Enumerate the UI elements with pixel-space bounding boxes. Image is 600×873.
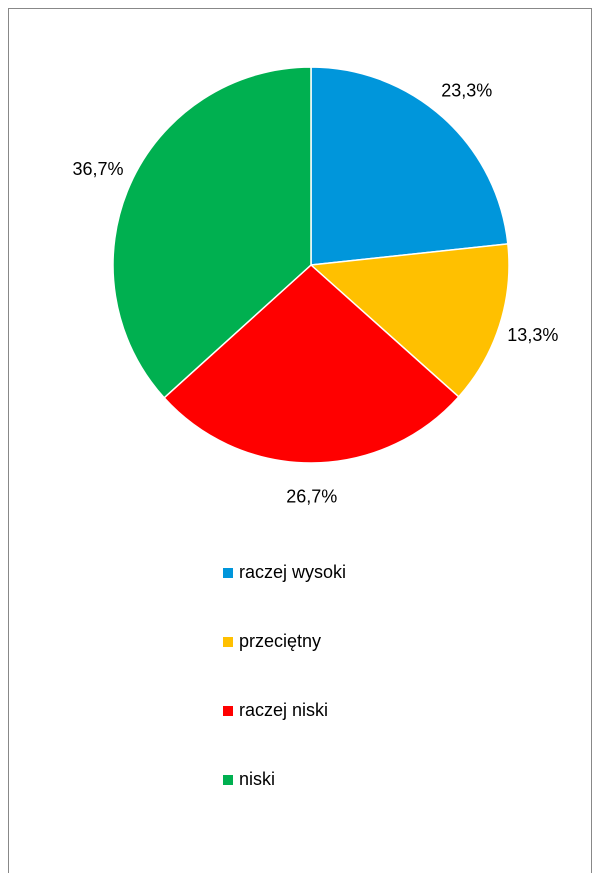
frame (8, 8, 592, 873)
data-label: 36,7% (73, 159, 124, 179)
data-label: 26,7% (286, 487, 337, 507)
legend: raczej wysoki przeciętny raczej niski niski (223, 562, 346, 789)
data-label: 13,3% (507, 325, 558, 345)
legend-label: niski (239, 769, 275, 789)
pie-slice (163, 263, 460, 464)
legend-swatch (223, 706, 233, 716)
pie-slice (309, 243, 510, 398)
legend-label: przeciętny (239, 631, 321, 651)
legend-swatch (223, 637, 233, 647)
pie-slice (310, 66, 509, 266)
pie-slice (112, 66, 312, 399)
legend-label: raczej wysoki (239, 562, 346, 582)
legend-swatch (223, 775, 233, 785)
legend-swatch (223, 568, 233, 578)
legend-label: raczej niski (239, 700, 328, 720)
pie: 23,3% 13,3% 26,7% 36,7% (73, 66, 558, 507)
data-label: 23,3% (441, 80, 492, 100)
